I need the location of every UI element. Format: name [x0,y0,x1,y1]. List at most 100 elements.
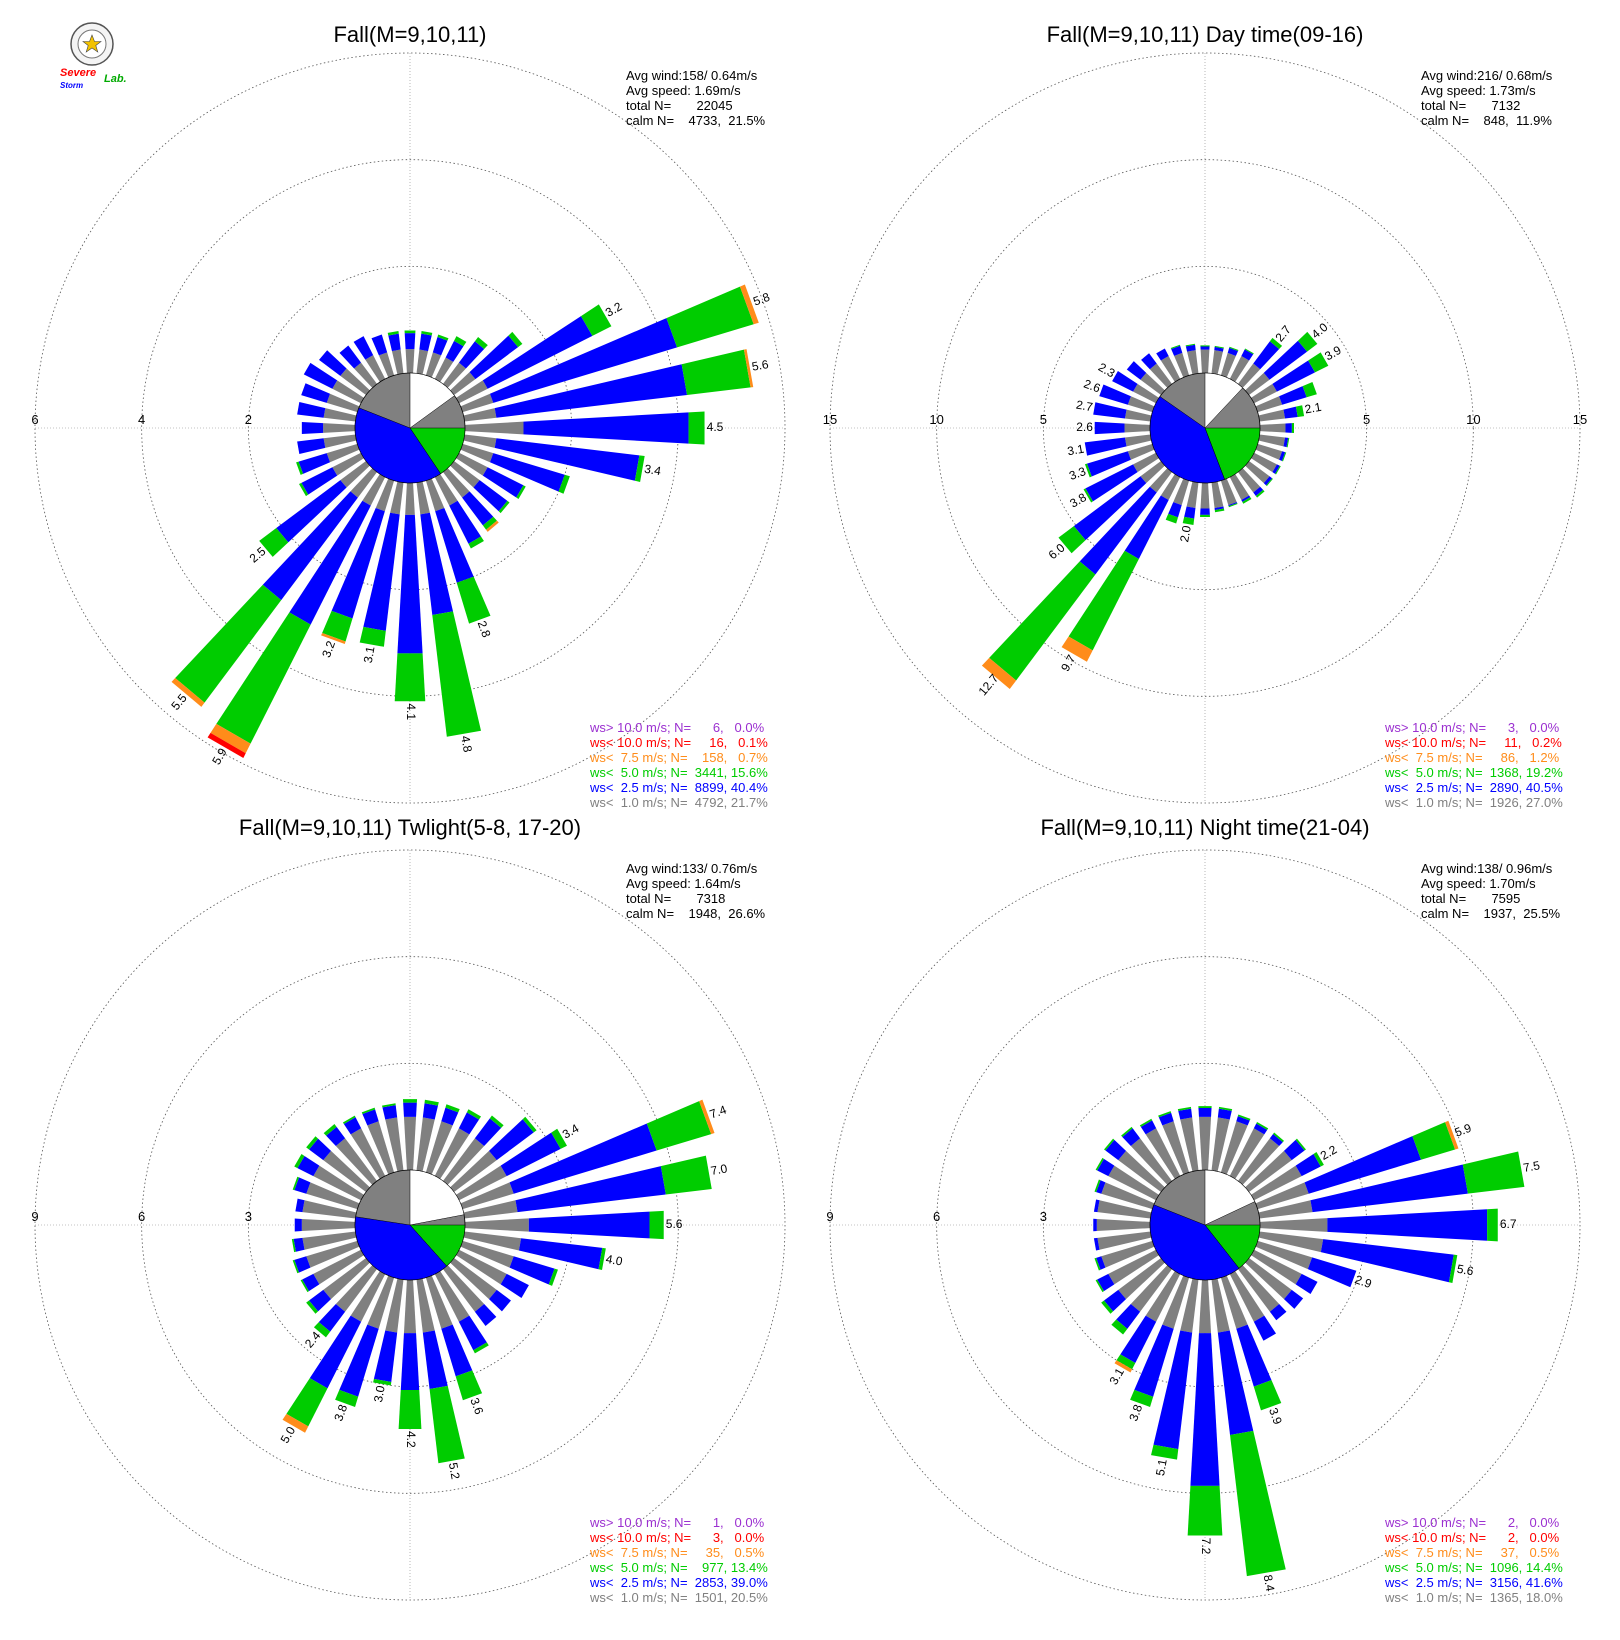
wind-bar-segment [388,333,401,352]
bar-label: 3.0 [371,1384,388,1403]
bar-label: 5.6 [666,1217,683,1231]
wind-bar-segment [463,1231,522,1251]
wind-bar-segment [398,1389,422,1430]
wind-bar-segment [323,423,356,433]
wind-bar-segment [634,455,645,482]
wind-bar: 2.6 [1076,420,1151,434]
wind-bar-segment [463,434,497,448]
wind-bar [294,1153,364,1201]
wind-bar-segment [1097,1231,1152,1250]
stat-total-n: total N= 7318 [626,891,725,906]
wind-bar-segment [1180,1278,1199,1333]
wind-bar-segment [207,732,246,758]
wind-bar-segment [450,1150,497,1193]
wind-bar-segment [400,1333,420,1390]
wind-bar-segment [335,1138,378,1185]
wind-bar-segment [1096,1218,1151,1232]
wind-bar-segment [1139,1118,1153,1127]
bar-label: 3.6 [467,1396,486,1417]
wind-bar-segment [1310,1164,1468,1213]
wind-bar-segment [1220,478,1237,506]
wind-bar-segment [1133,383,1159,404]
wind-bar-segment [306,1182,360,1210]
legend-entry: ws< 1.0 m/s; N= 1501, 20.5% [589,1590,768,1605]
wind-bar [460,1240,558,1286]
wind-bar-segment [442,1138,485,1185]
wind-bar-segment [1245,460,1270,484]
wind-bar-segment [1178,1108,1193,1120]
wind-bar-segment [1327,1209,1488,1241]
calm-pie [354,1169,466,1281]
wind-bar-segment [382,1103,396,1108]
wind-bar-segment [468,536,484,549]
wind-bar-segment [361,1107,376,1114]
wind-bar-segment [1177,1106,1192,1111]
wind-bar-segment [299,482,309,497]
stat-total-n: total N= 7595 [1421,891,1520,906]
wind-bar-segment [649,1210,664,1240]
bar-label: 3.9 [1266,1406,1285,1427]
calm-pie-blue [1149,396,1225,484]
wind-bar-segment [419,333,432,352]
wind-bar-segment [1251,452,1277,473]
bar-label: 7.2 [1199,1538,1213,1555]
stat-calm-n: calm N= 848, 11.9% [1421,113,1552,128]
wind-bar [450,331,523,396]
grid-ring [936,159,1474,697]
wind-bar-segment [1228,503,1238,508]
wind-bar: 4.5 [464,411,724,445]
legend-entry: ws< 1.0 m/s; N= 1926, 27.0% [1384,795,1563,810]
wind-bar: 3.4 [463,434,662,482]
wind-bar-segment [1198,1106,1212,1108]
wind-bar [1170,344,1190,378]
wind-bar-segment [323,434,357,448]
wind-bar-segment [350,1128,386,1179]
wind-bar-segment [454,336,467,347]
wind-bar: 5.8 [460,284,772,413]
wind-bar [1093,1199,1152,1219]
wind-bar-segment [297,438,326,454]
wind-bar-segment [1228,502,1238,507]
wind-bar-segment [293,1237,305,1252]
wind-bar-segment [1097,1273,1115,1292]
wind-bar [1093,1218,1151,1232]
wind-bar: 5.6 [464,1210,683,1240]
wind-bar-segment [1245,372,1270,396]
wind-bar-segment [441,1324,473,1377]
wind-bar-segment [332,452,364,476]
wind-bar-segment [1259,423,1286,433]
wind-bar-segment [420,512,454,616]
wind-bar-segment [1095,1157,1104,1171]
wind-bar: 4.2 [398,1279,422,1448]
wind-rose-panel: 2 4 6 3.2 5.8 5.6 4.5 3.4 2.8 4.8 4.1 3.1 3.2 5.9 5.52… [31,22,786,810]
wind-bar-segment [528,1211,650,1239]
wind-bar-segment [1266,478,1273,487]
wind-bar-segment [1462,1151,1525,1194]
wind-bar-segment [1187,350,1199,375]
wind-bar-segment [660,1155,712,1195]
wind-bar-segment [1297,331,1318,352]
wind-bar [1104,1138,1165,1193]
wind-bar-segment [292,1259,299,1274]
stat-avg-speed: Avg speed: 1.73m/s [1421,83,1536,98]
wind-bar-segment [456,1165,507,1201]
legend-entry: ws< 10.0 m/s; N= 11, 0.2% [1384,735,1562,750]
stat-calm-n: calm N= 4733, 21.5% [626,113,766,128]
wind-bar-segment [294,1218,302,1232]
bar-label: 7.0 [710,1161,729,1178]
wind-bar-segment [1253,1380,1282,1411]
calm-pie-white [1204,1169,1256,1226]
wind-bar-segment [1097,1200,1152,1219]
wind-bar-segment [445,340,464,362]
wind-bar-segment [498,500,510,514]
wind-bar-segment [1120,1315,1157,1363]
wind-bar: 7.4 [460,1099,729,1210]
wind-bar-segment [1153,1330,1193,1450]
wind-bar: 8.4 [1211,1278,1286,1593]
wind-bar: 3.3 [1067,443,1155,483]
legend-entry: ws< 10.0 m/s; N= 2, 0.0% [1384,1530,1560,1545]
wind-bar-segment [509,1123,657,1194]
calm-pie-blue [354,1216,447,1281]
wind-bar-segment [1251,1249,1302,1285]
